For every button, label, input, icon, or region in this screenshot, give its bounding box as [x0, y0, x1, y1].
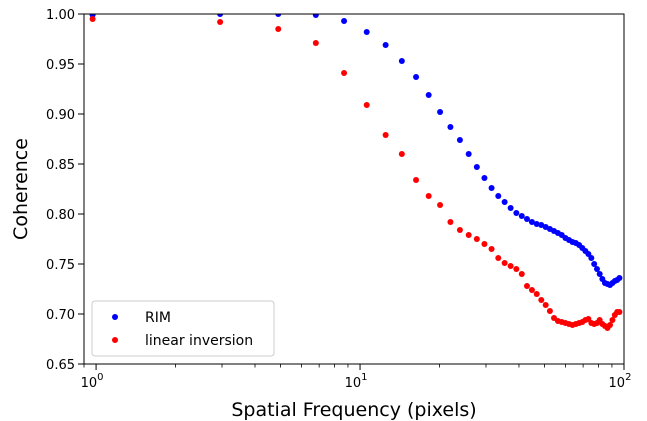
y-tick-label: 0.75 [46, 258, 75, 273]
data-point [465, 232, 472, 238]
legend-box [91, 300, 275, 357]
data-point [607, 322, 613, 328]
data-point [456, 137, 463, 143]
x-tick-label: 101 [345, 372, 368, 391]
y-tick-label: 0.70 [46, 308, 75, 323]
data-point [382, 132, 389, 138]
data-point [363, 29, 370, 35]
y-tick-label: 0.65 [46, 358, 75, 373]
data-point [528, 287, 535, 293]
data-point [425, 193, 432, 199]
data-point [217, 19, 224, 25]
legend-label: linear inversion [145, 333, 253, 349]
plot-frame [83, 13, 625, 365]
data-point [533, 221, 540, 227]
y-tick-label: 0.90 [46, 108, 75, 123]
y-tick-label: 0.95 [46, 58, 75, 73]
data-point [495, 255, 502, 261]
data-point [546, 308, 553, 314]
data-point [437, 202, 444, 208]
x-axis-label: Spatial Frequency (pixels) [231, 399, 476, 421]
data-point [413, 177, 420, 183]
legend-marker [112, 337, 118, 343]
data-point [501, 199, 508, 205]
y-tick-label: 1.00 [46, 8, 75, 23]
data-point [473, 236, 480, 242]
data-point [495, 193, 502, 199]
data-point [382, 42, 389, 48]
data-point [542, 302, 549, 308]
data-point [425, 92, 432, 98]
data-point [437, 109, 444, 115]
x-axis: 100 101 102 [81, 364, 632, 391]
data-point [488, 185, 495, 191]
data-point [591, 261, 598, 267]
data-point [398, 58, 405, 64]
data-point [312, 14, 319, 18]
data-point [518, 213, 525, 219]
data-point [513, 266, 520, 272]
data-point [523, 283, 530, 289]
data-point [275, 26, 282, 32]
data-point [523, 216, 530, 222]
data-point [616, 309, 623, 315]
data-point [89, 16, 96, 22]
data-markers [89, 14, 623, 331]
data-point [363, 102, 370, 108]
data-point [398, 151, 405, 157]
data-point [456, 227, 463, 233]
data-point [465, 151, 472, 157]
data-point [507, 263, 514, 269]
legend-marker [112, 314, 118, 320]
data-point [609, 317, 616, 323]
y-axis-label: Coherence [10, 138, 32, 240]
data-point [341, 70, 348, 76]
data-point [473, 164, 480, 170]
data-point [341, 18, 348, 24]
legend-label: RIM [145, 310, 171, 326]
data-point [588, 255, 595, 261]
data-point [481, 241, 488, 247]
x-tick-label: 102 [609, 372, 632, 391]
data-point [507, 205, 514, 211]
data-point [533, 291, 540, 297]
data-point [312, 40, 319, 46]
y-tick-label: 0.85 [46, 158, 75, 173]
y-tick-label: 0.80 [46, 208, 75, 223]
data-point [481, 175, 488, 181]
data-point [447, 124, 454, 130]
data-point [596, 271, 603, 277]
data-point [538, 297, 545, 303]
data-point [528, 219, 535, 225]
legend: RIM linear inversion [91, 300, 275, 357]
data-point [501, 260, 508, 266]
data-point [518, 271, 525, 277]
data-point [488, 246, 495, 252]
data-point [217, 14, 224, 17]
data-point [413, 74, 420, 80]
y-axis: 0.65 0.70 0.75 0.80 0.85 0.90 0.95 1.00 [46, 8, 84, 373]
data-point [275, 14, 282, 17]
data-point [593, 266, 600, 272]
data-point [447, 219, 454, 225]
x-tick-label: 100 [81, 372, 104, 391]
data-point [513, 210, 520, 216]
data-point [616, 275, 623, 281]
